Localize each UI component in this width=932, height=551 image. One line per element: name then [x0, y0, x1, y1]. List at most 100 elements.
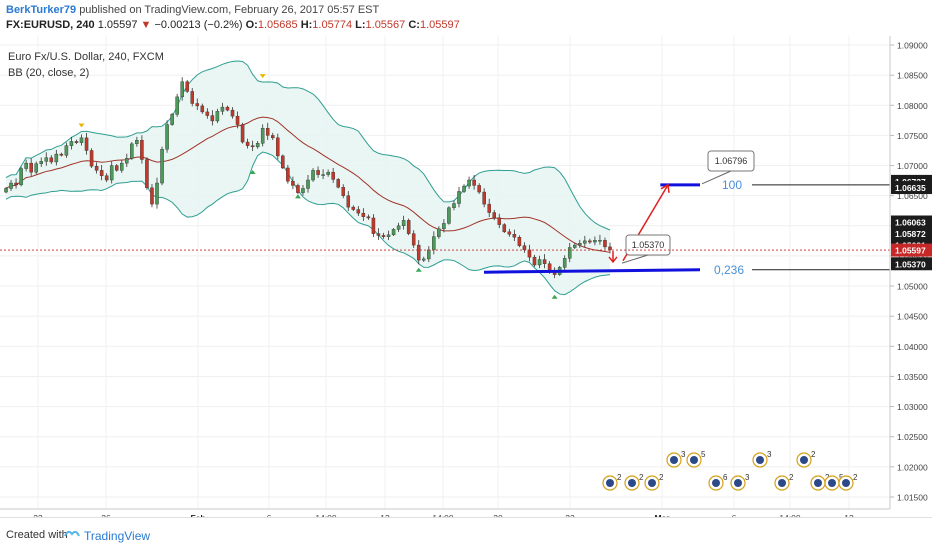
candle-body [205, 111, 210, 116]
candle-body [296, 185, 300, 193]
candle-body [104, 175, 109, 181]
price-axis-tag-text: 1.06063 [895, 218, 926, 228]
bollinger-basis [5, 116, 611, 253]
candle-body [522, 245, 527, 251]
candle-body [437, 228, 441, 237]
candle-body [573, 244, 577, 248]
candle-body [311, 170, 315, 181]
candle-body [276, 137, 280, 157]
candle-body [341, 187, 345, 196]
price-axis-tag [891, 181, 932, 195]
candle-body [286, 167, 290, 182]
time-axis[interactable]: 23 26 Feb 6 14:00 13 14:00 20 23 Mar 6 14:00 13 [33, 513, 854, 517]
candle-body [567, 247, 572, 259]
price-axis-tag-text: 1.06635 [895, 183, 926, 193]
event-flag-center [648, 479, 656, 487]
candle-body [140, 140, 144, 160]
y-tick-label: 1.04000 [897, 342, 928, 352]
candle-body [583, 240, 587, 244]
candle-body [79, 137, 84, 143]
y-tick-label: 1.03000 [897, 402, 928, 412]
open-label: O: [245, 19, 258, 31]
candle-body [29, 162, 33, 173]
candle-body [507, 231, 512, 235]
event-flag-center [778, 479, 786, 487]
candle-body [542, 259, 547, 264]
candle-body [4, 188, 8, 193]
candle-body [135, 140, 139, 145]
candle-body [386, 234, 391, 237]
x-tick-label: 6 [267, 513, 272, 517]
candle-body [160, 149, 164, 184]
event-flag-center [628, 479, 636, 487]
x-tick-label: 20 [493, 513, 503, 517]
bollinger-lines [5, 60, 611, 296]
event-flag-center [670, 456, 678, 464]
sell-signal-marker [259, 74, 266, 79]
candle-body [391, 229, 396, 236]
y-tick-label: 1.04500 [897, 312, 928, 322]
event-flag-center [712, 479, 720, 487]
candle-body [49, 157, 54, 163]
candle-body [517, 237, 522, 246]
candle-body [331, 171, 335, 180]
candle-body [306, 179, 310, 189]
x-tick-label: 13 [844, 513, 854, 517]
drawing-annotations: 100 0,236 1.06796 1.05370 [0, 150, 890, 277]
candle-body [175, 96, 179, 115]
candle-body [532, 256, 537, 266]
author-link[interactable]: BerkTurker79 [6, 4, 77, 16]
candle-body [512, 234, 517, 238]
candle-body [74, 141, 79, 143]
callout-low-pointer [621, 254, 649, 264]
candle-body [165, 124, 169, 150]
chart-legend-title: Euro Fx/U.S. Dollar, 240, FXCM [8, 51, 164, 63]
candle-body [321, 174, 325, 176]
y-tick-label: 1.01500 [897, 492, 928, 502]
close-value: 1.05597 [419, 19, 460, 31]
price-axis-tag [891, 215, 932, 229]
candle-body [472, 179, 476, 186]
created-with-label: Created with [6, 529, 68, 541]
candle-body [190, 91, 194, 104]
up-arrow-head [660, 183, 670, 193]
y-tick-label: 1.08500 [897, 71, 928, 81]
candle-body [401, 220, 406, 227]
candle-body [39, 161, 43, 164]
tradingview-name: TradingView [84, 529, 151, 543]
candle-body [230, 109, 235, 117]
candle-body [336, 179, 340, 188]
candle-body [69, 141, 74, 146]
candle-body [427, 249, 431, 260]
x-tick-label: Feb [190, 513, 205, 517]
candle-body [442, 223, 446, 230]
candle-body [482, 191, 486, 205]
candle-body [411, 233, 416, 246]
candle-body [84, 137, 89, 151]
candle-body [396, 225, 401, 230]
candle-body [170, 114, 174, 125]
candle-body [9, 182, 13, 189]
candlestick-series [4, 77, 612, 279]
candle-body [200, 105, 205, 113]
y-tick-label: 1.02000 [897, 462, 928, 472]
candle-body [64, 145, 69, 156]
candle-body [422, 258, 426, 261]
price-axis[interactable]: 1.09000 1.08500 1.08000 1.07500 1.07000 1.065… [890, 41, 932, 503]
x-tick-label: 14:00 [315, 513, 337, 517]
low-label: L: [355, 19, 366, 31]
candle-body [376, 233, 381, 236]
candle-body [195, 103, 200, 107]
event-flag-center [690, 456, 698, 464]
candle-body [125, 158, 129, 164]
candle-body [130, 143, 134, 159]
low-value: 1.05567 [365, 19, 406, 31]
candle-body [109, 165, 114, 181]
event-flag-center [756, 456, 764, 464]
candle-body [59, 153, 64, 156]
buy-signal-marker [551, 294, 558, 299]
candle-body [54, 153, 59, 163]
footer: Created with TradingView [0, 517, 932, 551]
candle-body [215, 111, 220, 122]
